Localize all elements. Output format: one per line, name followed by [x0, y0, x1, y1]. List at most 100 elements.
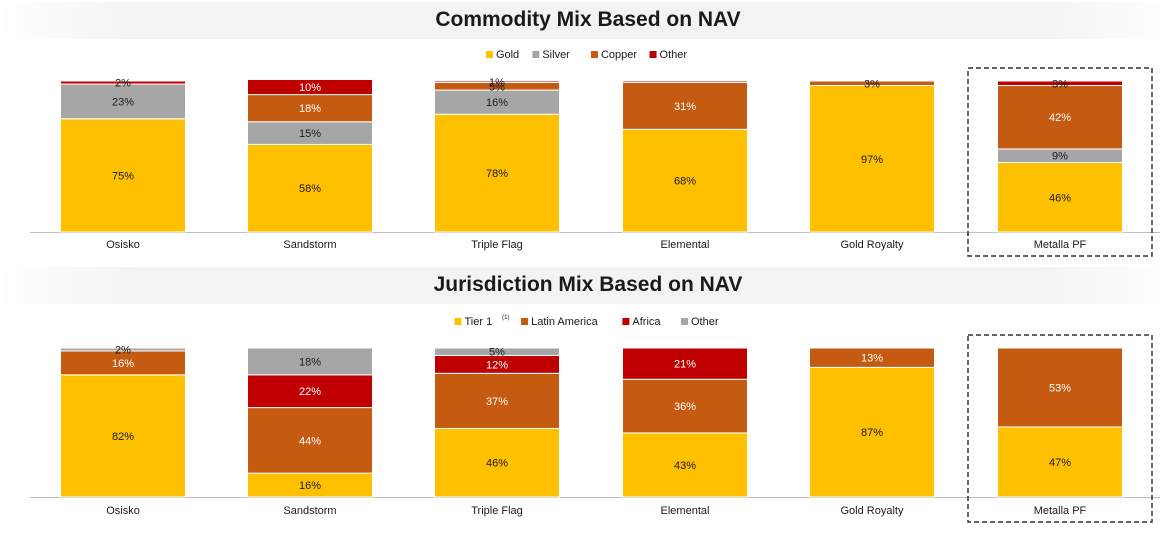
chart-1-legend-label-1: Silver — [542, 49, 570, 61]
chart-2-legend-label-3: Other — [691, 316, 719, 328]
chart-1-legend-label-2: Copper — [601, 49, 637, 61]
chart-1-bar-2-seg-3 — [434, 80, 560, 84]
chart-2-category-label-0: Osisko — [106, 505, 140, 517]
chart-2-bar-1-seg-3 — [247, 347, 373, 376]
chart-2-data-label-5-0: 47% — [1049, 457, 1071, 469]
chart-1-bar-1-seg-2 — [247, 94, 373, 123]
chart-1-data-label-4-2: 3% — [864, 78, 880, 90]
chart-1-highlight-box — [967, 67, 1153, 257]
chart-1-bar-0-seg-0 — [60, 118, 186, 233]
chart-2-bar-0-seg-3 — [60, 347, 186, 352]
chart-2-bar-4-seg-0 — [809, 366, 935, 498]
chart-1-legend-swatch-3 — [649, 51, 657, 58]
chart-2-legend-label-0: Tier 1 — [465, 316, 493, 328]
chart-1-bar-0-seg-3 — [60, 80, 186, 85]
chart-2-legend-label-1: Latin America — [531, 316, 599, 328]
chart-2-data-label-2-0: 46% — [486, 458, 508, 470]
chart-1-data-label-4-0: 97% — [861, 154, 883, 166]
chart-2-bar-5-seg-0 — [997, 426, 1123, 498]
chart-1-bar-1-seg-3 — [247, 78, 373, 96]
chart-2-highlight-box — [967, 334, 1153, 523]
chart-2-bar-2-seg-3 — [434, 347, 560, 356]
chart-2-bar-3-seg-2 — [622, 347, 748, 380]
chart-2-data-label-1-2: 22% — [299, 386, 321, 398]
chart-2-bar-2-seg-0 — [434, 427, 560, 498]
chart-1-legend-swatch-1 — [532, 51, 540, 58]
chart-1-bar-5-seg-2 — [997, 85, 1123, 150]
chart-1-bar-3-seg-3 — [622, 80, 748, 84]
chart-1-category-label-3: Elemental — [661, 239, 710, 251]
chart-1-data-label-5-1: 9% — [1052, 151, 1068, 163]
chart-2-title: Jurisdiction Mix Based on NAV — [433, 273, 743, 296]
chart-2-data-label-3-1: 36% — [674, 401, 696, 413]
chart-2-bar-0-seg-0 — [60, 374, 186, 498]
chart-2-legend-label-2: Africa — [632, 316, 661, 328]
chart-1-bar-3-seg-2 — [622, 82, 748, 130]
chart-2-category-label-4: Gold Royalty — [841, 505, 904, 517]
chart-2-data-label-4-1: 13% — [861, 353, 883, 365]
chart-2-bar-5-seg-1 — [997, 347, 1123, 428]
chart-1-bar-4-seg-0 — [809, 85, 935, 233]
chart-1-category-label-0: Osisko — [106, 239, 140, 251]
chart-1-bar-4-seg-2 — [809, 80, 935, 87]
chart-2-legend-superscript-0: (1) — [502, 315, 509, 321]
chart-1-bar-2-seg-0 — [434, 113, 560, 233]
chart-2-category-label-2: Triple Flag — [471, 505, 523, 517]
chart-1-bar-5-seg-0 — [997, 162, 1123, 233]
chart-1-title: Commodity Mix Based on NAV — [435, 8, 741, 31]
chart-2-data-label-3-0: 43% — [674, 460, 696, 472]
chart-1-data-label-3-0: 68% — [674, 176, 696, 188]
chart-2-data-label-3-2: 21% — [674, 359, 696, 371]
chart-1-data-label-1-3: 10% — [299, 82, 321, 94]
chart-1-bar-3-seg-0 — [622, 128, 748, 233]
chart-1-bar-2-seg-1 — [434, 89, 560, 115]
chart-2-category-label-1: Sandstorm — [283, 505, 336, 517]
chart-2-title-band — [0, 267, 1176, 304]
chart-2-bar-3-seg-1 — [622, 378, 748, 434]
chart-2-legend-swatch-3 — [681, 318, 688, 325]
chart-2-legend-swatch-1 — [521, 318, 529, 325]
chart-1-data-label-1-1: 15% — [299, 128, 321, 140]
chart-1-data-label-1-2: 18% — [299, 103, 321, 115]
chart-2-legend-swatch-2 — [622, 318, 630, 325]
chart-2-data-label-2-1: 37% — [486, 396, 508, 408]
chart-1-category-label-5: Metalla PF — [1034, 239, 1087, 251]
chart-2-legend-swatch-0 — [454, 318, 462, 325]
chart-1-data-label-5-3: 3% — [1052, 78, 1068, 90]
chart-1-title-band — [0, 2, 1176, 39]
chart-2-bar-4-seg-1 — [809, 347, 935, 368]
chart-1-legend-label-0: Gold — [496, 49, 519, 61]
chart-2-bar-1-seg-2 — [247, 374, 373, 409]
chart-2-data-label-4-0: 87% — [861, 427, 883, 439]
chart-2-category-label-5: Metalla PF — [1034, 505, 1087, 517]
chart-2-bar-3-seg-0 — [622, 432, 748, 498]
chart-2-data-label-0-0: 82% — [112, 431, 134, 443]
chart-1-category-label-2: Triple Flag — [471, 239, 523, 251]
chart-1-legend-swatch-0 — [485, 51, 493, 58]
chart-1-bar-5-seg-3 — [997, 80, 1123, 87]
chart-1-data-label-5-0: 46% — [1049, 192, 1071, 204]
chart-2-data-label-1-1: 44% — [299, 435, 321, 447]
chart-1-data-label-3-2: 31% — [674, 101, 696, 113]
chart-1-data-label-2-1: 16% — [486, 97, 508, 109]
chart-2-data-label-2-2: 12% — [486, 359, 508, 371]
chart-2-data-label-0-3: 2% — [115, 344, 131, 356]
chart-2-bar-2-seg-1 — [434, 372, 560, 429]
chart-1-legend-swatch-2 — [590, 51, 598, 58]
chart-1-category-label-4: Gold Royalty — [841, 239, 904, 251]
chart-2-data-label-1-0: 16% — [299, 480, 321, 492]
chart-2-data-label-5-1: 53% — [1049, 382, 1071, 394]
chart-1-data-label-0-1: 23% — [112, 96, 134, 108]
chart-1-data-label-2-3: 1% — [489, 77, 505, 89]
chart-1-legend-label-3: Other — [660, 49, 688, 61]
chart-1-data-label-2-2: 5% — [489, 81, 505, 93]
chart-2-data-label-1-3: 18% — [299, 356, 321, 368]
chart-2-category-label-3: Elemental — [661, 505, 710, 517]
chart-1-data-label-1-0: 58% — [299, 183, 321, 195]
chart-1-data-label-0-3: 2% — [115, 78, 131, 90]
chart-1-data-label-0-0: 75% — [112, 170, 134, 182]
chart-1-data-label-2-0: 78% — [486, 168, 508, 180]
chart-1-category-label-1: Sandstorm — [283, 239, 336, 251]
